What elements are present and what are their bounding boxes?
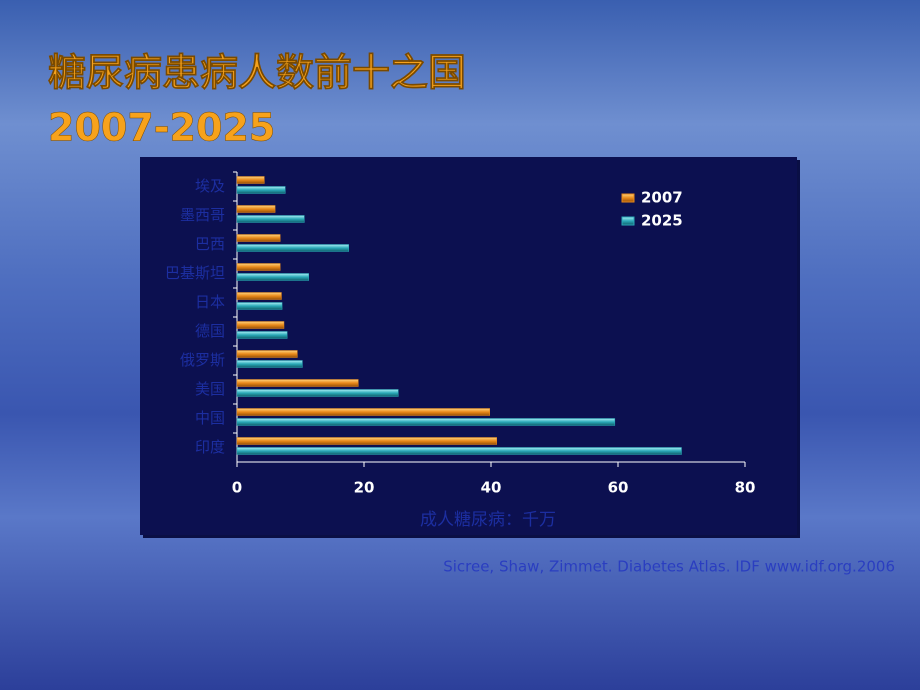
bar: [236, 273, 310, 281]
bar: [236, 379, 359, 387]
bar: [236, 263, 281, 271]
legend-swatch: [621, 193, 635, 203]
bar: [236, 408, 490, 416]
bar: [236, 321, 285, 329]
y-tick-label: 印度: [195, 438, 225, 456]
bar: [236, 360, 303, 368]
x-tick-label: 60: [608, 479, 629, 497]
bar: [236, 389, 399, 397]
bar: [236, 437, 497, 445]
bar: [236, 205, 276, 213]
title: 糖尿病患病人数前十之国: [48, 51, 466, 95]
legend-swatch: [621, 216, 635, 226]
bar: [236, 215, 305, 223]
y-tick-label: 俄罗斯: [180, 351, 225, 369]
y-tick-label: 德国: [195, 322, 225, 340]
legend-label: 2025: [641, 212, 683, 230]
source-note: Sicree, Shaw, Zimmet. Diabetes Atlas. ID…: [443, 558, 895, 576]
bar: [236, 350, 298, 358]
subtitle: 2007-2025: [48, 106, 275, 150]
x-axis-label: 成人糖尿病：千万: [420, 510, 556, 530]
bar: [236, 447, 682, 455]
x-tick-label: 20: [354, 479, 375, 497]
bar: [236, 331, 288, 339]
legend-label: 2007: [641, 189, 683, 207]
bar: [236, 418, 616, 426]
y-tick-label: 巴基斯坦: [165, 264, 225, 282]
x-tick-label: 0: [232, 479, 242, 497]
bar: [236, 302, 283, 310]
bar: [236, 234, 281, 242]
x-tick-label: 40: [481, 479, 502, 497]
y-tick-label: 日本: [195, 293, 225, 311]
y-tick-label: 巴西: [195, 235, 225, 253]
bar: [236, 186, 286, 194]
y-tick-label: 美国: [195, 380, 225, 398]
y-tick-label: 中国: [195, 409, 225, 427]
bar: [236, 244, 350, 252]
x-tick-label: 80: [735, 479, 756, 497]
bar: [236, 292, 282, 300]
y-tick-label: 墨西哥: [180, 206, 225, 224]
bar: [236, 176, 265, 184]
y-tick-label: 埃及: [195, 177, 225, 195]
